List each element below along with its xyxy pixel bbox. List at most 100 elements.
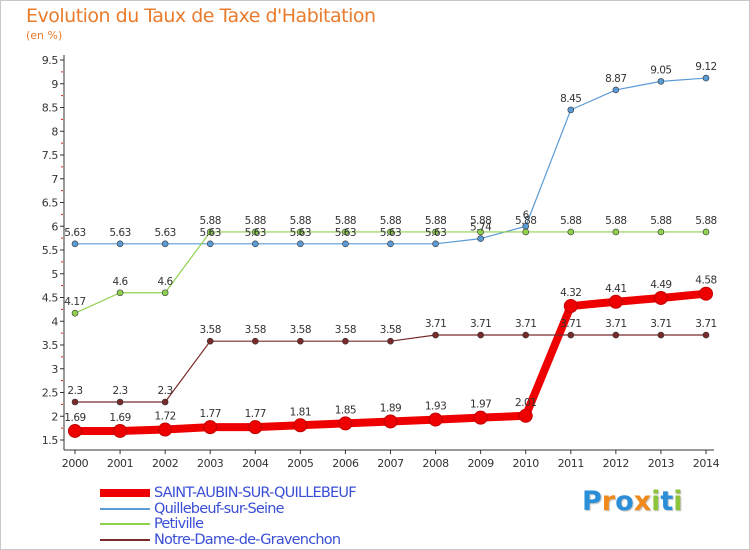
y-tick-label: 7.5: [42, 149, 59, 162]
series-2-point: [161, 289, 169, 297]
series-3-data-label: 3.58: [245, 324, 266, 336]
series-3-data-label: 2.3: [112, 385, 127, 397]
y-tick-label: 2.5: [42, 387, 59, 400]
series-1-data-label: 5.63: [425, 227, 446, 239]
series-1-data-label: 5.63: [290, 227, 311, 239]
series-2-data-label: 4.17: [64, 296, 85, 308]
series-0-point: [473, 410, 488, 425]
series-3-point: [612, 331, 620, 339]
series-3-point: [432, 331, 439, 339]
series-3-point: [116, 398, 124, 406]
series-0-data-label: 1.81: [290, 406, 311, 418]
y-tick-label: 9: [51, 78, 58, 91]
y-tick-label: 6: [51, 220, 58, 233]
series-0-data-label: 4.41: [605, 283, 626, 295]
series-0-data-label: 4.32: [560, 287, 581, 299]
series-1-point: [161, 240, 169, 248]
x-tick-label: 2004: [242, 457, 269, 470]
y-tick-label: 3: [51, 363, 58, 376]
y-tick-label: 8: [51, 125, 58, 138]
series-3-data-label: 3.58: [290, 324, 311, 336]
series-2-data-label: 5.88: [425, 215, 446, 227]
series-3-data-label: 2.3: [158, 385, 173, 397]
series-0-data-label: 1.77: [200, 408, 221, 420]
series-2-point: [657, 228, 665, 236]
series-1-point: [702, 74, 710, 82]
series-2-data-label: 5.88: [560, 215, 581, 227]
series-0-data-label: 4.58: [695, 275, 716, 287]
series-1-data-label: 5.63: [335, 227, 356, 239]
series-0-data-label: 2.01: [515, 397, 536, 409]
series-1-point: [71, 240, 79, 248]
series-2-point: [432, 228, 439, 236]
series-3-point: [71, 398, 79, 406]
y-tick-label: 9.5: [42, 54, 59, 67]
series-0-point: [653, 290, 668, 305]
series-2-point: [342, 228, 349, 236]
legend-label: Petiville: [154, 516, 204, 532]
series-3-point: [702, 331, 710, 339]
series-3-data-label: 2.3: [67, 385, 82, 397]
series-1-point: [657, 78, 665, 85]
logo-letter: o: [615, 486, 634, 517]
series-3-point: [342, 337, 349, 345]
data-labels: 1.69 1.69 1.72 1.77 1.77 1.81 1.85 1.89 1.93 1.97…: [64, 61, 717, 424]
series-1-data-label: 5.63: [245, 227, 266, 239]
x-tick-label: 2007: [377, 457, 404, 470]
legend-swatch: [100, 507, 150, 510]
series-0-point: [518, 408, 533, 423]
logo-letter: x: [633, 486, 652, 517]
x-tick-label: 2006: [332, 457, 359, 470]
legend-swatch: [100, 523, 150, 525]
series-2-point: [116, 289, 124, 297]
x-tick-label: 2005: [287, 457, 314, 470]
series-lines: [68, 74, 713, 438]
series-3-point: [251, 337, 259, 345]
series-2-point: [702, 228, 710, 236]
series-3-data-label: 3.58: [380, 324, 401, 336]
logo-letter: r: [601, 486, 616, 517]
series-2-data-label: 5.88: [515, 215, 536, 227]
series-3-data-label: 3.71: [605, 318, 626, 330]
series-2-point: [612, 228, 620, 236]
series-2-data-label: 5.88: [470, 215, 491, 227]
series-1-point: [297, 240, 304, 248]
series-3-data-label: 3.58: [200, 324, 221, 336]
y-tick-label: 2: [51, 410, 58, 423]
series-1-point: [251, 240, 259, 248]
series-3-data-label: 3.58: [335, 324, 356, 336]
series-1-point: [206, 240, 214, 248]
chart-title: Evolution du Taux de Taxe d'Habitation: [26, 5, 376, 27]
series-1-data-label: 6: [523, 209, 530, 221]
y-tick-label: 4: [51, 315, 58, 328]
series-2-point: [477, 228, 484, 236]
series-3-point: [387, 337, 394, 345]
x-tick-label: 2002: [152, 457, 178, 470]
series-2-data-label: 5.88: [650, 215, 671, 227]
series-1-point: [387, 240, 394, 248]
y-tick-label: 1.5: [42, 434, 59, 447]
x-tick-label: 2008: [422, 457, 449, 470]
series-0-point: [338, 416, 353, 431]
series-3-data-label: 3.71: [695, 318, 716, 330]
y-tick-label: 7: [51, 173, 58, 186]
legend-label: Notre-Dame-de-Gravenchon: [154, 531, 341, 548]
series-1-data-label: 5.63: [64, 227, 85, 239]
series-3-data-label: 3.71: [470, 318, 491, 330]
series-2-data-label: 5.88: [695, 215, 716, 227]
series-3-point: [567, 331, 575, 339]
series-0-point: [248, 420, 263, 435]
logo-letter: P: [582, 486, 602, 517]
series-1-data-label: 5.63: [200, 227, 221, 239]
legend-label: SAINT-AUBIN-SUR-QUILLEBEUF: [154, 485, 357, 501]
legend-swatch: [100, 538, 150, 541]
series-1-data-label: 9.05: [650, 64, 671, 76]
axes: 1.5 2 2.5 3 3.5 4 4.5 5 5.5 6 6.5 7 7.5 8 8.5 9 9.5 2000 2…: [42, 54, 720, 470]
series-2-point: [567, 228, 575, 236]
series-1-data-label: 5.74: [470, 222, 492, 234]
x-tick-label: 2012: [603, 457, 629, 470]
series-0-data-label: 1.93: [425, 401, 446, 413]
series-0-data-label: 1.89: [380, 402, 401, 414]
proxiti-logo: Proxiti: [582, 486, 683, 517]
